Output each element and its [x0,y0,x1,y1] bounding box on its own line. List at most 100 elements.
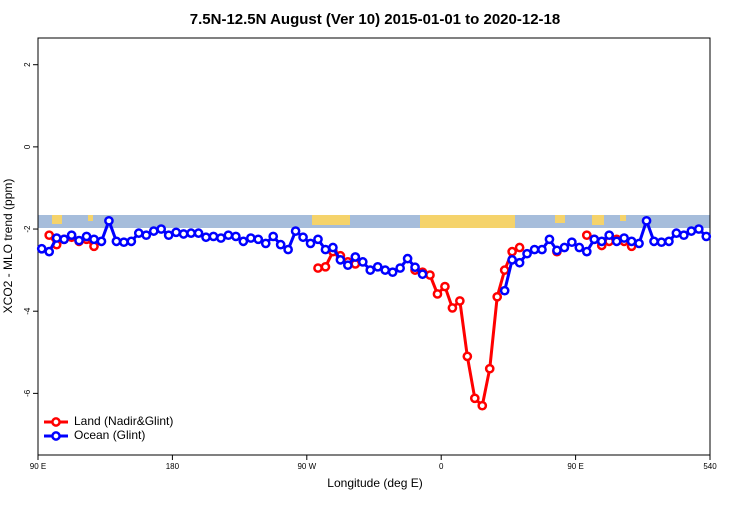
x-tick-label: 90 W [297,462,316,471]
data-point [611,236,622,247]
data-point [417,269,428,280]
data-point [275,239,286,250]
data-point [253,234,264,245]
data-point [514,242,525,253]
data-point [649,236,659,247]
data-point [305,238,316,249]
data-point [380,265,391,275]
data-point [290,226,301,236]
data-point [552,245,562,256]
data-point [260,238,271,249]
data-point [447,303,458,313]
data-point [89,234,99,245]
data-point [104,215,114,226]
data-point [634,238,644,249]
data-point [671,228,682,238]
data-point [410,262,420,273]
data-point [223,230,234,241]
data-point [395,263,405,273]
data-point [163,230,174,241]
data-point [350,252,361,262]
data-point [171,227,181,238]
y-tick-label: 0 [23,144,32,149]
data-point [126,236,137,247]
data-point [320,244,331,255]
data-point [365,265,376,275]
data-point [641,215,652,226]
data-point [193,228,204,238]
data-point [201,232,211,243]
data-point [432,289,443,299]
land-strip [555,215,565,223]
y-tick-label: 2 [23,62,32,67]
data-point [133,228,144,238]
data-point [156,224,167,234]
data-point [178,229,189,239]
x-tick-label: 90 E [567,462,583,471]
data-point [484,363,495,374]
land-strip [88,215,93,221]
data-point [59,234,69,245]
data-point [208,231,219,242]
data-point [656,237,667,248]
data-point [141,230,152,241]
data-point [544,234,555,245]
data-point [51,233,62,243]
map-strip [38,215,710,228]
data-point [111,236,122,247]
data-point [619,233,629,243]
data-point [268,231,279,242]
legend-label: Land (Nadir&Glint) [74,414,173,428]
data-point [148,226,159,236]
data-point [36,243,47,254]
data-point [522,248,532,259]
data-point [567,237,577,248]
data-point [298,232,308,243]
data-point [514,257,525,268]
data-point [245,233,256,243]
data-point [529,244,540,255]
data-point [119,237,129,248]
data-point [664,236,674,247]
data-point [693,224,704,234]
data-point [679,230,689,241]
x-tick-label: 0 [439,462,444,471]
x-axis-label: Longitude (deg E) [327,476,422,490]
data-point [343,260,353,271]
data-point [238,236,249,247]
y-tick-label: -4 [23,307,32,315]
land-strip [420,215,515,228]
land-strip [592,215,604,225]
legend-label: Ocean (Glint) [74,428,145,442]
data-point [440,281,450,292]
data-point [559,242,570,253]
data-point [581,246,592,257]
data-point [596,236,607,247]
data-point [455,296,465,306]
land-strip [620,215,626,221]
data-point [537,244,547,255]
y-tick-label: -2 [23,225,32,233]
chart-title: 7.5N-12.5N August (Ver 10) 2015-01-01 to… [190,11,560,28]
ocean-strip [38,215,710,228]
data-point [44,246,55,257]
data-point [499,265,510,275]
x-tick-label: 180 [166,462,180,471]
y-tick-label: -6 [23,389,32,397]
data-point [574,242,585,253]
data-point [81,231,92,242]
data-point [507,246,517,257]
legend-marker [51,417,61,427]
data-point [74,235,84,246]
data-point [425,270,435,280]
y-axis-label: XCO2 - MLO trend (ppm) [1,179,15,314]
data-point [701,231,712,242]
plot-frame [37,37,711,456]
data-point [216,233,226,243]
x-tick-label: 540 [703,462,717,471]
x-tick-label: 90 E [30,462,46,471]
data-point [492,291,503,302]
data-point [402,253,413,264]
